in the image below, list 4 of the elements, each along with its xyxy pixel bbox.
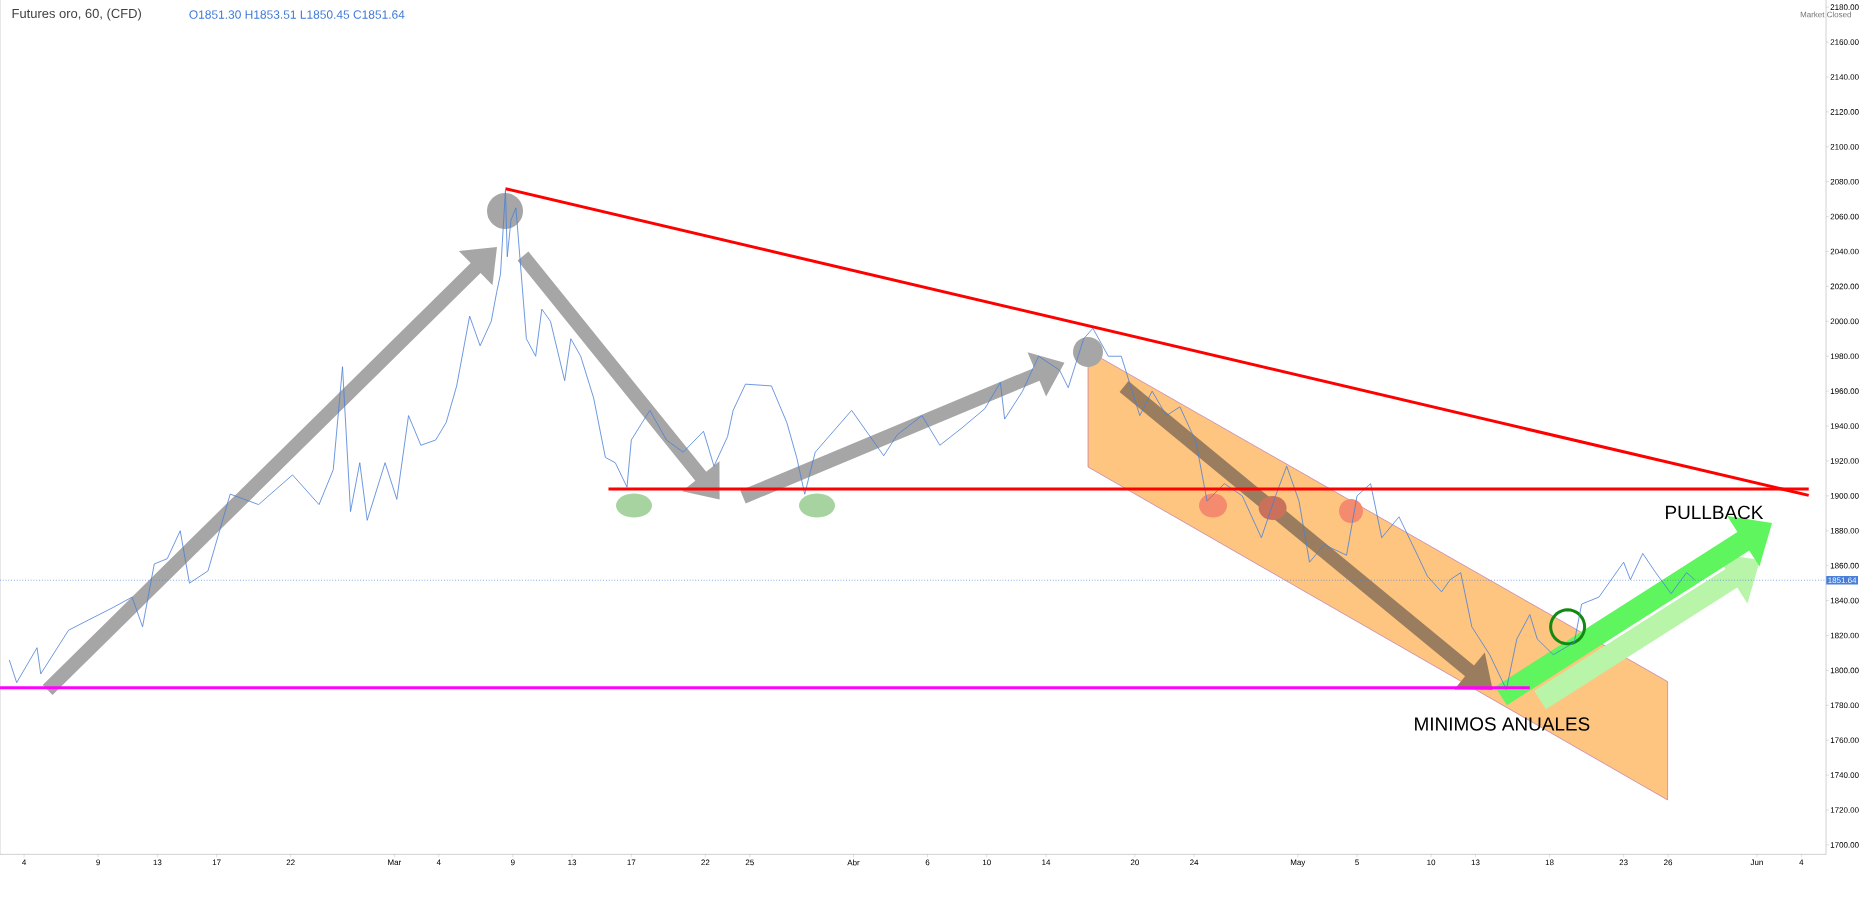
annotation: PULLBACK — [1666, 505, 1764, 520]
annotation: MINIMOS ANUALES — [1415, 717, 1590, 731]
text: O1851.30 H1853.51 L1850.45 C1851.64 — [189, 10, 405, 19]
text: Futures oro, 60, (CFD) — [12, 8, 141, 21]
